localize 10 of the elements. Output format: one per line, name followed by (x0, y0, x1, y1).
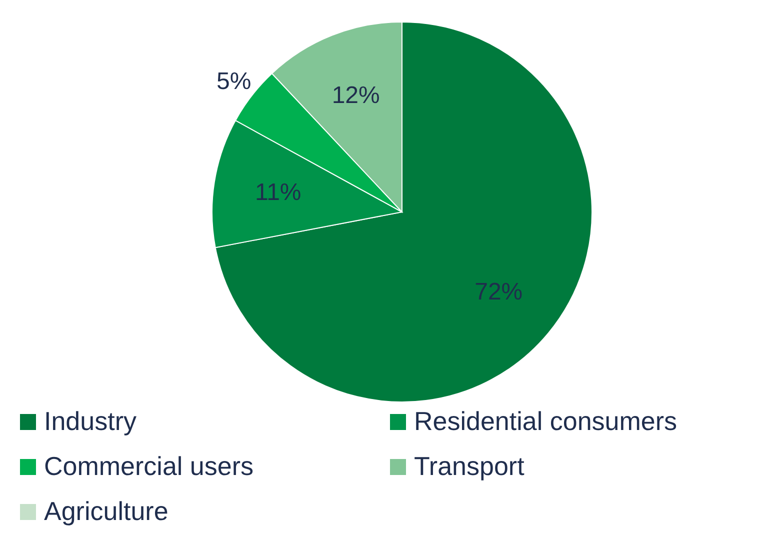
legend-label: Industry (44, 406, 136, 437)
data-label: 5% (216, 68, 252, 96)
data-label: 72% (474, 278, 523, 306)
pie-slice (214, 22, 592, 402)
legend-label: Agriculture (44, 496, 168, 527)
legend-label: Residential consumers (414, 406, 678, 437)
data-label: 11% (255, 178, 302, 206)
legend-label: Transport (414, 451, 524, 482)
legend-label: Commercial users (44, 451, 254, 482)
data-label: 12% (332, 82, 380, 109)
